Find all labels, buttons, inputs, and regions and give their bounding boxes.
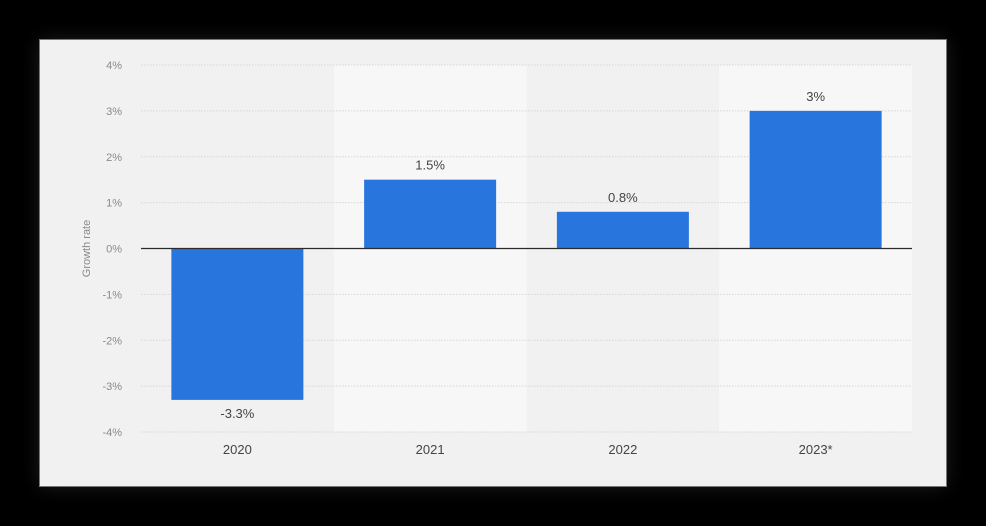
data-label: 3% [806,89,825,104]
bar-chart: 4% 3% 2% 1% 0% -1% -2% -3% -4% -3.3% 1.5% 0.8% 3% 2… [81,60,912,457]
x-tick-label: 2021 [416,442,445,457]
x-tick-label: 2020 [223,442,252,457]
y-tick-label: -1% [102,289,122,301]
y-tick-label: 3% [106,106,122,118]
data-label: 1.5% [415,158,445,173]
bar [749,110,882,249]
bar [171,248,304,400]
bar [364,179,497,249]
y-tick-label: -2% [102,335,122,347]
bar [556,211,689,249]
y-tick-label: 2% [106,152,122,164]
y-tick-label: -4% [102,427,122,439]
x-tick-label: 2023* [799,442,833,457]
data-labels: -3.3% 1.5% 0.8% 3% [220,89,825,421]
y-tick-label: 4% [106,60,122,72]
data-label: -3.3% [220,406,254,421]
y-tick-label: 0% [106,244,122,256]
y-tick-label: 1% [106,198,122,210]
x-tick-label: 2022 [608,442,637,457]
bars [171,110,882,400]
x-axis-ticks: 2020 2021 2022 2023* [223,442,833,457]
y-axis-title: Growth rate [81,220,93,277]
chart-panel: 4% 3% 2% 1% 0% -1% -2% -3% -4% -3.3% 1.5% 0.8% 3% 2… [40,40,946,486]
y-axis-ticks: 4% 3% 2% 1% 0% -1% -2% -3% -4% [102,60,122,439]
data-label: 0.8% [608,190,638,205]
y-tick-label: -3% [102,381,122,393]
